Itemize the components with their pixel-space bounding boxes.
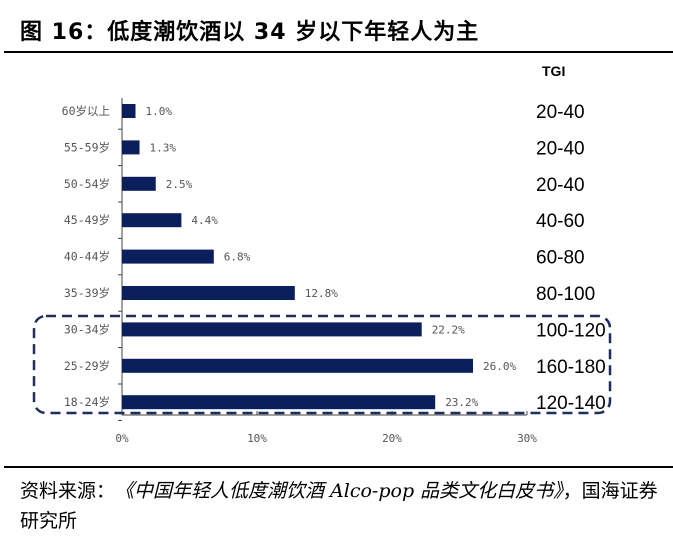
tgi-value: 120-140 xyxy=(536,393,606,414)
category-label: 25-29岁 xyxy=(64,359,110,373)
data-label: 12.8% xyxy=(305,287,338,300)
source-suffix: ，国海证券研究所 xyxy=(20,480,658,532)
tgi-value: 160-180 xyxy=(536,357,606,378)
bar xyxy=(122,249,214,264)
tgi-value: 40-60 xyxy=(536,211,585,232)
data-label: 6.8% xyxy=(224,251,251,264)
x-tick-label: 0% xyxy=(115,432,129,445)
category-label: 60岁以上 xyxy=(62,104,110,118)
x-tick-label: 20% xyxy=(382,432,402,445)
category-label: 30-34岁 xyxy=(64,322,110,336)
category-label: 50-54岁 xyxy=(64,177,110,191)
bar xyxy=(122,322,422,337)
bar xyxy=(122,213,182,228)
tgi-header: TGI xyxy=(542,63,565,79)
source-rule xyxy=(4,466,673,468)
category-label: 35-39岁 xyxy=(64,286,110,300)
data-label: 23.2% xyxy=(445,396,478,409)
bar xyxy=(122,395,436,410)
bar xyxy=(122,104,136,118)
data-label: 1.0% xyxy=(146,105,173,118)
category-label: 45-49岁 xyxy=(64,213,110,227)
data-label: 26.0% xyxy=(483,360,516,373)
data-label: 1.3% xyxy=(150,141,177,154)
tgi-value: 20-40 xyxy=(536,138,585,159)
highlight-box xyxy=(32,314,612,415)
x-tick-label: 10% xyxy=(247,432,267,445)
tgi-value: 20-40 xyxy=(536,102,585,123)
bar xyxy=(122,286,295,300)
title-rule xyxy=(4,51,673,53)
tgi-value: 100-120 xyxy=(536,320,606,341)
tgi-value: 80-100 xyxy=(536,284,595,305)
source-book: 《中国年轻人低度潮饮酒 Alco-pop 品类文化白皮书》 xyxy=(115,480,563,502)
category-label: 18-24岁 xyxy=(64,395,110,409)
figure-title: 图 16：低度潮饮酒以 34 岁以下年轻人为主 xyxy=(20,20,480,45)
tgi-value: 20-40 xyxy=(536,175,585,196)
data-label: 22.2% xyxy=(432,323,465,336)
source-note: 资料来源：《中国年轻人低度潮饮酒 Alco-pop 品类文化白皮书》，国海证券研… xyxy=(20,476,673,536)
bar xyxy=(122,140,140,155)
category-label: 55-59岁 xyxy=(64,140,110,154)
x-tick-label: 30% xyxy=(517,432,537,445)
category-label: 40-44岁 xyxy=(64,250,110,264)
data-label: 4.4% xyxy=(191,214,218,227)
tgi-value: 60-80 xyxy=(536,248,585,269)
source-prefix: 资料来源： xyxy=(20,480,116,502)
data-label: 2.5% xyxy=(166,178,193,191)
bar xyxy=(122,176,156,191)
bar xyxy=(122,358,473,373)
